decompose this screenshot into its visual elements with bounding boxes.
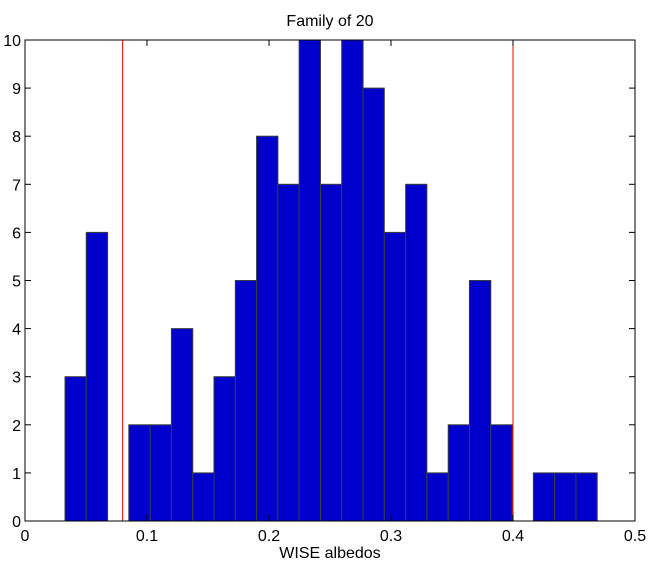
x-axis-label: WISE albedos (279, 545, 380, 562)
y-tick-label: 9 (12, 81, 21, 98)
reference-lines (122, 40, 514, 521)
histogram-bar (468, 280, 492, 522)
histogram-bar (405, 183, 428, 522)
histogram-bar (532, 472, 556, 522)
histogram-bar (341, 39, 364, 522)
histogram-bar (383, 231, 407, 522)
histogram-bar (128, 424, 151, 522)
y-tick-label: 5 (12, 274, 21, 291)
x-tick-label: 0 (21, 528, 30, 545)
chart-title: Family of 20 (286, 13, 373, 30)
y-tick-label: 4 (12, 322, 21, 339)
x-tick-labels: 0 0.1 0.2 0.3 0.4 0.5 (21, 528, 647, 545)
y-tick-label: 1 (12, 466, 21, 483)
x-tick-label: 0.3 (380, 528, 402, 545)
y-tick-label: 8 (12, 129, 21, 146)
y-tick-label: 3 (12, 370, 21, 387)
histogram-bar (490, 424, 513, 522)
y-tick-labels: 0 1 2 3 4 5 6 7 8 9 10 (3, 33, 21, 531)
histogram-bar (426, 472, 449, 522)
histogram-bar (213, 376, 236, 522)
x-tick-label: 0.5 (624, 528, 646, 545)
axis-ticks (24, 39, 636, 522)
histogram-bar (192, 472, 215, 522)
histogram-bar (149, 424, 172, 522)
histogram-bar (319, 183, 343, 522)
histogram-bar (362, 87, 385, 522)
histogram-bar (64, 376, 87, 522)
histogram-bar (575, 472, 598, 522)
histogram-bar (277, 183, 300, 522)
y-tick-label: 0 (12, 514, 21, 531)
y-tick-label: 2 (12, 418, 21, 435)
x-tick-label: 0.2 (258, 528, 280, 545)
histogram-bar (298, 39, 321, 522)
histogram-bar (170, 328, 194, 522)
histogram-bar (256, 135, 279, 522)
histogram-bar (85, 231, 109, 522)
y-tick-label: 6 (12, 225, 21, 242)
y-tick-label: 7 (12, 177, 21, 194)
histogram-bar (234, 280, 258, 522)
x-tick-label: 0.4 (502, 528, 524, 545)
histogram-bars (64, 39, 598, 522)
histogram-bar (447, 424, 470, 522)
x-tick-label: 0.1 (136, 528, 158, 545)
y-tick-label: 10 (3, 33, 21, 50)
histogram-bar (554, 472, 577, 522)
